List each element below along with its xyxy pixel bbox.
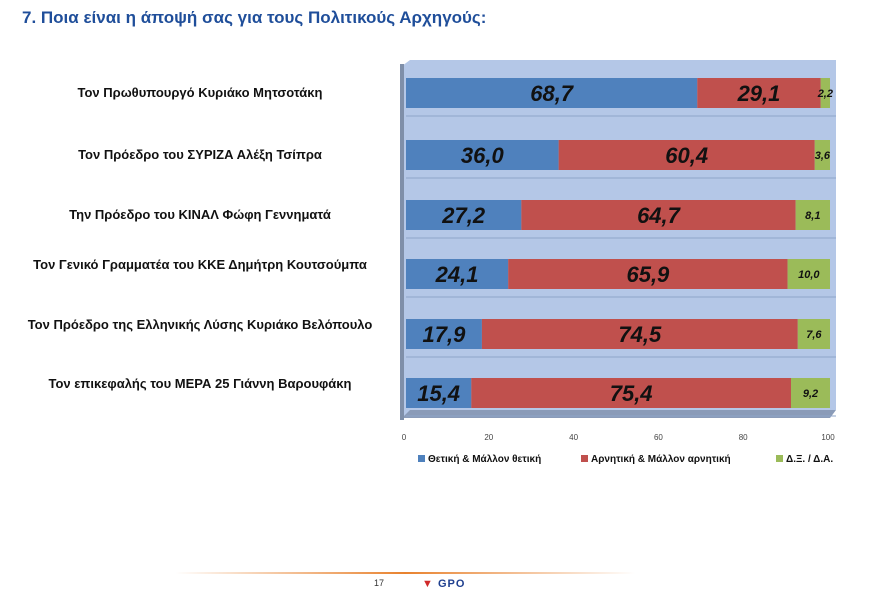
plot-floor <box>402 410 836 418</box>
gpo-logo: ▼ GPO <box>422 578 466 590</box>
data-label: 10,0 <box>798 269 820 281</box>
data-label: 68,7 <box>530 81 575 106</box>
data-label: 8,1 <box>805 210 820 222</box>
legend-label: Αρνητική & Μάλλον αρνητική <box>591 454 731 465</box>
bar-segment-3 <box>787 259 830 289</box>
category-label: Τον Πρόεδρο της Ελληνικής Λύσης Κυριάκο … <box>27 317 373 332</box>
bar-segment-1 <box>406 200 522 230</box>
bar-segment-2 <box>697 78 821 108</box>
bar-segment-1 <box>406 140 559 170</box>
data-label: 74,5 <box>618 322 662 347</box>
data-label: 64,7 <box>637 203 682 228</box>
category-label: Την Πρόεδρο του ΚΙΝΑΛ Φώφη Γεννηματά <box>69 207 331 222</box>
legend-label: Δ.Ξ. / Δ.Α. <box>786 454 833 465</box>
data-label: 60,4 <box>665 143 708 168</box>
x-tick-label: 40 <box>569 433 578 442</box>
bar-segment-2 <box>521 200 796 230</box>
legend-swatch <box>418 455 425 462</box>
page-title: 7. Ποια είναι η άποψή σας για τους Πολιτ… <box>22 8 487 27</box>
data-label: 65,9 <box>626 262 670 287</box>
category-label: Τον επικεφαλής του ΜΕΡΑ 25 Γιάννη Βαρουφ… <box>48 376 352 391</box>
x-tick-label: 0 <box>402 433 407 442</box>
bar-segment-1 <box>406 319 482 349</box>
bar-segment-3 <box>814 140 830 170</box>
data-label: 7,6 <box>806 329 822 341</box>
x-tick-label: 100 <box>821 433 835 442</box>
page-number: 17 <box>374 578 385 588</box>
legend-swatch <box>776 455 783 462</box>
data-label: 29,1 <box>737 81 781 106</box>
data-label: 15,4 <box>417 381 460 406</box>
bar-segment-1 <box>406 78 698 108</box>
legend-label: Θετική & Μάλλον θετική <box>428 454 541 465</box>
bar-segment-2 <box>508 259 788 289</box>
bar-segment-3 <box>797 319 830 349</box>
category-label: Τον Πρωθυπουργό Κυριάκο Μητσοτάκη <box>77 85 323 100</box>
x-tick-label: 20 <box>484 433 493 442</box>
bar-segment-2 <box>481 319 798 349</box>
bar-segment-2 <box>558 140 815 170</box>
bar-segment-3 <box>790 378 830 408</box>
bar-segment-1 <box>406 378 472 408</box>
bar-segment-3 <box>795 200 830 230</box>
data-label: 75,4 <box>610 381 653 406</box>
data-label: 17,9 <box>423 322 467 347</box>
bar-segment-2 <box>471 378 791 408</box>
category-label: Τον Γενικό Γραμματέα του ΚΚΕ Δημήτρη Κου… <box>33 257 367 272</box>
x-tick-label: 60 <box>654 433 663 442</box>
category-label: Τον Πρόεδρο του ΣΥΡΙΖΑ Αλέξη Τσίπρα <box>78 147 322 162</box>
data-label: 36,0 <box>461 143 505 168</box>
data-label: 24,1 <box>435 262 479 287</box>
plot-background <box>402 60 836 418</box>
legend-swatch <box>581 455 588 462</box>
data-label: 2,2 <box>817 88 833 100</box>
bar-segment-3 <box>820 78 830 108</box>
data-label: 9,2 <box>803 388 818 400</box>
data-label: 3,6 <box>815 150 831 162</box>
footer-divider <box>175 572 635 574</box>
plot-wall <box>400 64 404 420</box>
bar-segment-1 <box>406 259 509 289</box>
data-label: 27,2 <box>441 203 486 228</box>
x-tick-label: 80 <box>739 433 748 442</box>
